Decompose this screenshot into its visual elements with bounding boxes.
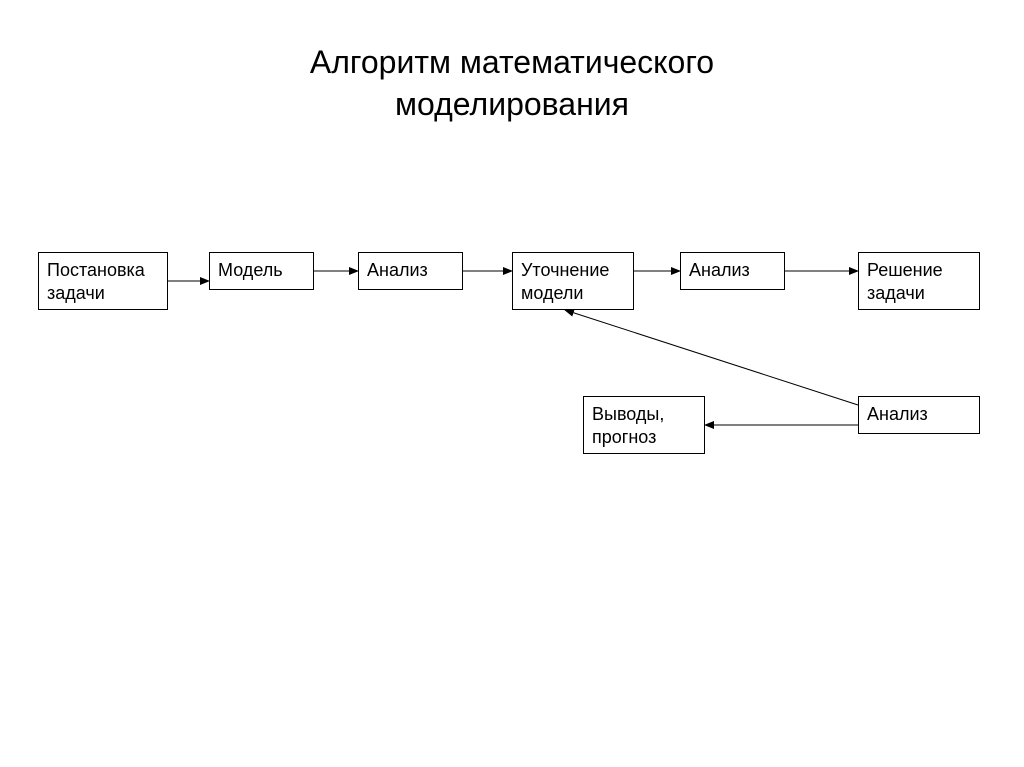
flowchart-edge [565, 310, 858, 405]
flowchart-node: Уточнение модели [512, 252, 634, 310]
flowchart-node: Решение задачи [858, 252, 980, 310]
flowchart-node: Постановка задачи [38, 252, 168, 310]
flowchart-node: Анализ [680, 252, 785, 290]
flowchart-node: Модель [209, 252, 314, 290]
flowchart-node: Анализ [358, 252, 463, 290]
flowchart-node: Выводы, прогноз [583, 396, 705, 454]
flowchart-node: Анализ [858, 396, 980, 434]
edges-layer [0, 0, 1024, 767]
flowchart-container: Постановка задачи Модель Анализ Уточнение м… [0, 0, 1024, 767]
